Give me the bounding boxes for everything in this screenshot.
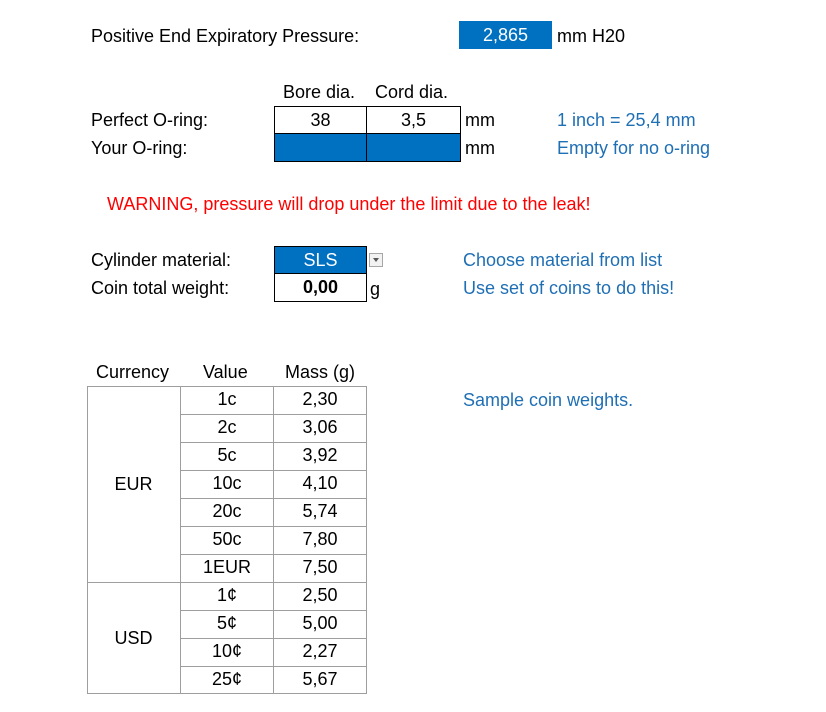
coin-value-cell[interactable]: 1c: [217, 389, 237, 409]
coin-value-cell[interactable]: 10c: [212, 473, 242, 493]
cylinder-material-select[interactable]: SLS: [274, 246, 367, 274]
coin-mass-cell[interactable]: 5,67: [302, 669, 338, 689]
bore-dia-header: Bore dia.: [283, 82, 356, 102]
coin-value-cell[interactable]: 10¢: [211, 641, 243, 661]
leak-warning: WARNING, pressure will drop under the li…: [107, 194, 591, 214]
peep-value-cell[interactable]: 2,865: [459, 21, 552, 49]
coin-mass-cell[interactable]: 2,27: [302, 641, 338, 661]
coin-value-cell[interactable]: 1EUR: [202, 557, 251, 577]
perfect-bore-cell[interactable]: 38: [274, 106, 367, 134]
perfect-oring-unit: mm: [465, 110, 495, 130]
coin-weight-hint: Use set of coins to do this!: [463, 278, 675, 298]
coin-mass-cell[interactable]: 2,30: [302, 389, 338, 409]
coin-weight-value[interactable]: 0,00: [274, 274, 367, 302]
coin-mass-cell[interactable]: 4,10: [302, 473, 338, 493]
chevron-down-icon[interactable]: [369, 253, 383, 267]
coin-value-cell[interactable]: 1¢: [216, 585, 238, 605]
sample-coin-note: Sample coin weights.: [463, 390, 634, 410]
inch-conversion-note: 1 inch = 25,4 mm: [557, 110, 696, 130]
coin-value-cell[interactable]: 25¢: [211, 669, 243, 689]
empty-oring-note: Empty for no o-ring: [557, 138, 711, 158]
coin-weight-table: EUR USD 1c 2,30 2c 3,06 5c 3,92 10c 4,10…: [87, 386, 367, 694]
currency-cell-usd: USD: [114, 628, 153, 648]
cord-dia-header: Cord dia.: [375, 82, 449, 102]
your-oring-unit: mm: [465, 138, 495, 158]
your-oring-label: Your O-ring:: [91, 138, 188, 158]
perfect-cord-cell[interactable]: 3,5: [366, 106, 461, 134]
peep-label: Positive End Expiratory Pressure:: [91, 26, 360, 46]
cylinder-material-hint: Choose material from list: [463, 250, 663, 270]
cylinder-material-label: Cylinder material:: [91, 250, 232, 270]
coin-mass-cell[interactable]: 5,00: [302, 613, 338, 633]
coin-mass-cell[interactable]: 3,92: [302, 445, 338, 465]
coin-mass-cell[interactable]: 5,74: [302, 501, 338, 521]
currency-header: Currency: [96, 362, 170, 382]
coin-mass-cell[interactable]: 2,50: [302, 585, 338, 605]
coin-mass-cell[interactable]: 3,06: [302, 417, 338, 437]
coin-value-cell[interactable]: 20c: [212, 501, 242, 521]
coin-mass-cell[interactable]: 7,50: [302, 557, 338, 577]
perfect-oring-label: Perfect O-ring:: [91, 110, 209, 130]
currency-cell-eur: EUR: [114, 474, 153, 494]
coin-value-cell[interactable]: 5c: [217, 445, 237, 465]
peep-unit: mm H20: [557, 26, 626, 46]
mass-header: Mass (g): [285, 362, 356, 382]
your-bore-cell[interactable]: [274, 134, 367, 162]
value-header: Value: [203, 362, 248, 382]
coin-weight-unit: g: [370, 279, 381, 299]
your-cord-cell[interactable]: [366, 134, 461, 162]
coin-value-cell[interactable]: 5¢: [216, 613, 238, 633]
coin-mass-cell[interactable]: 7,80: [302, 529, 338, 549]
coin-weight-label: Coin total weight:: [91, 278, 230, 298]
coin-value-cell[interactable]: 50c: [212, 529, 242, 549]
coin-value-cell[interactable]: 2c: [217, 417, 237, 437]
